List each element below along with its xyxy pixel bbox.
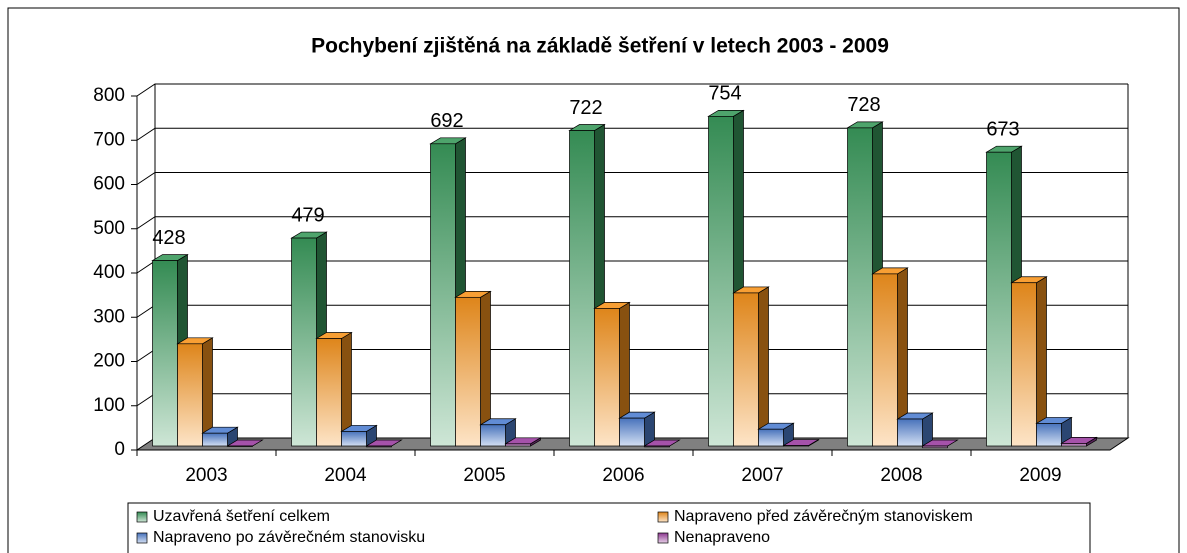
x-tick-label: 2003: [185, 465, 227, 486]
x-tick-label: 2007: [741, 465, 783, 486]
bar: [619, 417, 645, 447]
y-tick-label: 300: [93, 306, 125, 327]
y-tick-label: 400: [93, 262, 125, 283]
data-label: 673: [986, 118, 1019, 140]
data-label: 728: [847, 94, 880, 116]
bar: [341, 431, 367, 447]
y-tick-label: 600: [93, 174, 125, 195]
bar: [455, 296, 481, 447]
bar: [480, 424, 506, 447]
bar: [733, 292, 759, 447]
bar: [594, 308, 620, 447]
chart-title: Pochybení zjištěná na základě šetření v …: [311, 35, 889, 58]
legend-swatch: [657, 511, 669, 523]
bar: [1036, 423, 1062, 447]
data-label: 428: [152, 227, 185, 249]
x-tick-label: 2005: [463, 465, 505, 486]
bar: [872, 273, 898, 447]
legend-box: [127, 502, 1091, 553]
y-tick-label: 700: [93, 129, 125, 150]
bar: [922, 445, 948, 449]
bar: [430, 143, 456, 447]
legend-label: Napraveno po závěrečném stanovisku: [153, 529, 425, 546]
bar: [758, 428, 784, 447]
bar: [708, 116, 734, 447]
data-label: 479: [291, 204, 324, 226]
bar: [1061, 443, 1087, 447]
y-tick-label: 100: [93, 395, 125, 416]
legend-swatch: [657, 532, 669, 544]
bar: [986, 151, 1012, 447]
data-label: 692: [430, 110, 463, 132]
bar: [177, 343, 203, 447]
x-tick-label: 2009: [1019, 465, 1061, 486]
bar: [366, 445, 392, 448]
legend-swatch: [136, 532, 148, 544]
x-tick-label: 2006: [602, 465, 644, 486]
bar: [1011, 282, 1037, 447]
bar: [847, 127, 873, 447]
y-tick-label: 500: [93, 218, 125, 239]
y-tick-label: 800: [93, 85, 125, 106]
bar: [316, 338, 342, 447]
bar: [202, 432, 228, 447]
y-tick-label: 200: [93, 351, 125, 372]
data-label: 754: [708, 83, 741, 105]
legend-label: Nenapraveno: [674, 529, 770, 546]
bar: [644, 445, 670, 448]
legend-label: Napraveno před závěrečným stanoviskem: [674, 508, 973, 525]
legend-swatch: [136, 511, 148, 523]
bar: [897, 418, 923, 447]
bar: [291, 237, 317, 447]
bar: [505, 443, 531, 447]
bar: [569, 130, 595, 447]
bar: [152, 260, 178, 447]
bar-side: [758, 286, 769, 447]
data-label: 722: [569, 97, 602, 119]
legend-label: Uzavřená šetření celkem: [153, 508, 330, 525]
x-tick-label: 2008: [880, 465, 922, 486]
y-tick-label: 0: [114, 439, 125, 460]
x-tick-label: 2004: [324, 465, 367, 486]
